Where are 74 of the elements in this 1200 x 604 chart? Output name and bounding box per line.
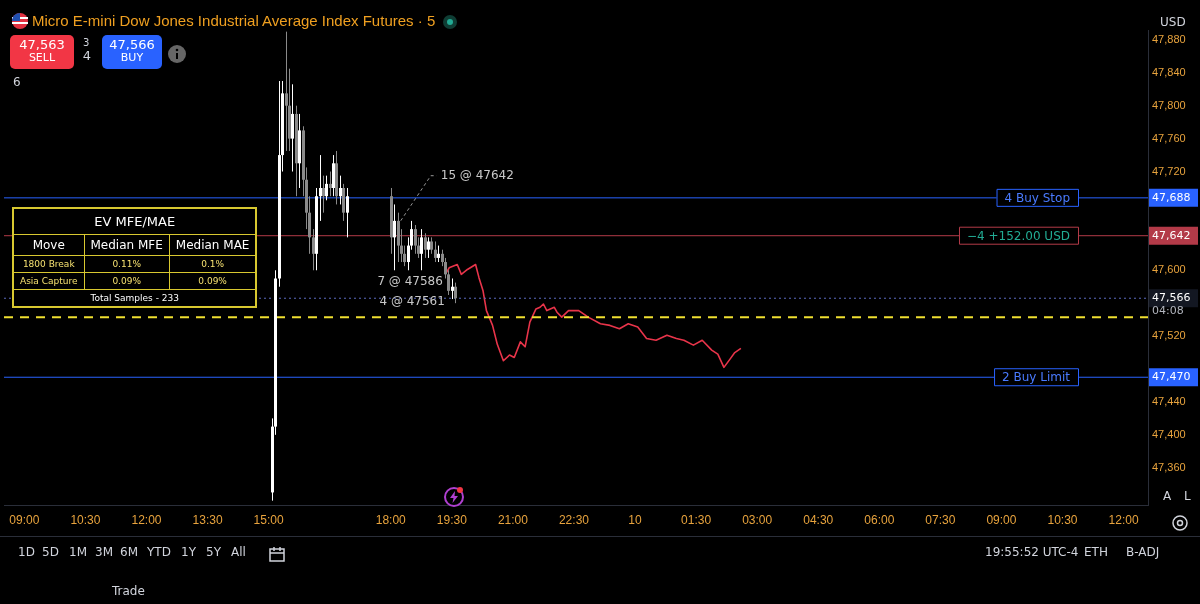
annotation: 6 [13,75,21,89]
annotation: Asia Capture [13,272,85,290]
annotation: 1800 Break [13,255,85,273]
x-tick-label: 03:00 [742,513,773,528]
annotation: Median MAE [169,234,257,256]
annotation: Move [13,234,85,256]
text: 5D [42,545,59,559]
x-tick-label: 01:30 [681,513,712,528]
text: Trade [112,584,145,598]
text: 47,566 [1152,291,1191,305]
annotation: 7 @ 47586 [377,273,443,288]
text: ETH [1084,545,1108,559]
text: 1M [69,545,87,559]
text: 47,642 [1152,228,1191,242]
annotation: Median MFE [84,234,170,256]
annotation: 47,563 [18,37,66,52]
y-tick-label: 47,720 [1152,164,1186,177]
x-tick-label: 12:00 [1108,513,1139,528]
annotation: 0.11% [84,255,170,273]
text: 3M [95,545,113,559]
text: 5Y [206,545,221,559]
text: A [1163,489,1172,503]
ref-line-label: 4 Buy Stop [1004,190,1070,205]
y-tick-label: 47,520 [1152,329,1186,342]
annotation: BUY [119,51,145,64]
x-tick-label: 10 [628,513,643,528]
y-tick-label: 47,360 [1152,460,1186,473]
y-tick-label: 47,880 [1152,32,1186,45]
text: 1Y [181,545,196,559]
x-tick-label: 22:30 [558,513,590,528]
annotation: 4 @ 47561 [379,294,445,309]
text: B-ADJ [1126,545,1160,559]
annotation: Total Samples - 233 [13,289,257,307]
y-tick-label: 47,400 [1152,427,1186,440]
x-tick-label: 06:00 [864,513,895,528]
y-tick-label: 47,840 [1152,65,1186,78]
text: 47,470 [1152,370,1191,384]
x-tick-label: 04:30 [803,513,834,528]
ref-line-label: −4 +152.00 USD [967,228,1071,243]
text: USD [1160,15,1186,29]
y-tick-label: 47,600 [1152,263,1186,276]
text: 6M [120,545,138,559]
x-tick-label: 10:30 [70,513,101,528]
x-tick-label: 12:00 [131,513,162,528]
x-tick-label: 09:00 [986,513,1017,528]
text: L [1184,489,1191,503]
x-tick-label: 21:00 [497,513,529,528]
y-tick-label: 47,800 [1152,98,1186,111]
ref-line-label: 2 Buy Limit [1002,370,1071,385]
text: 47,688 [1152,190,1191,204]
x-tick-label: 10:30 [1047,513,1078,528]
y-tick-label: 47,440 [1152,394,1186,407]
annotation: 4 [81,48,93,63]
x-tick-label: 07:30 [925,513,956,528]
x-tick-label: 15:00 [253,513,284,528]
text: 04:08 [1152,304,1184,317]
annotation: SELL [27,51,57,64]
annotation: 15 @ 47642 [440,167,514,182]
x-tick-label: 19:30 [436,513,468,528]
annotation: 0.09% [169,272,257,290]
annotation: 3 [83,37,90,48]
x-tick-label: 13:30 [192,513,223,528]
y-tick-label: 47,760 [1152,131,1186,144]
text: All [231,545,246,559]
text: YTD [147,545,171,559]
text: 1D [18,545,35,559]
x-tick-label: 18:00 [375,513,407,528]
x-tick-label: 09:00 [9,513,40,528]
annotation: 0.09% [84,272,170,290]
annotation: 0.1% [169,255,257,273]
annotation: 47,566 [108,37,156,52]
text: 19:55:52 UTC-4 [985,545,1079,559]
chart-title: Micro E-mini Dow Jones Industrial Average Index Futures · 5 [32,12,436,29]
annotation: EV MFE/MAE [13,208,257,235]
